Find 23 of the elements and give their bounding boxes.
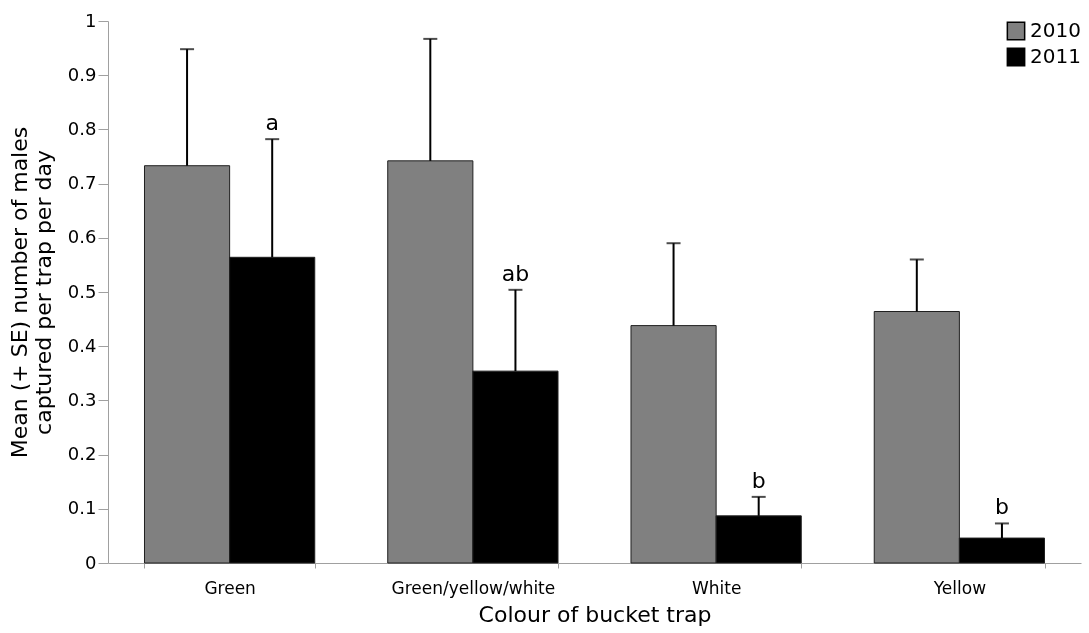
annotation: b bbox=[751, 467, 766, 493]
x-tick-label: Green/yellow/white bbox=[391, 577, 556, 598]
y-tick-label: 0.2 bbox=[67, 443, 97, 465]
y-tick-label: 0.8 bbox=[67, 117, 97, 139]
annotation: a bbox=[265, 110, 279, 136]
y-tick-label: 0.3 bbox=[67, 388, 97, 410]
legend-label: 2010 bbox=[1030, 18, 1081, 42]
y-tick-label: 0.9 bbox=[67, 63, 97, 85]
y-tick-label: 0.6 bbox=[67, 226, 97, 248]
x-tick-label: White bbox=[691, 577, 742, 598]
x-tick-label: Yellow bbox=[932, 577, 987, 598]
y-tick-label: 0.5 bbox=[67, 280, 97, 302]
y-tick-label: 0.4 bbox=[67, 334, 97, 356]
y-tick-label: 0 bbox=[85, 551, 97, 573]
x-tick-label: Green bbox=[204, 577, 256, 598]
legend-label: 2011 bbox=[1030, 44, 1081, 68]
y-tick-label: 1 bbox=[85, 9, 97, 31]
x-axis-title: Colour of bucket trap bbox=[478, 601, 712, 627]
y-axis-title: Mean (+ SE) number of males captured per trap per day bbox=[6, 126, 56, 459]
y-tick-label: 0.1 bbox=[67, 497, 97, 519]
annotation: b bbox=[994, 494, 1009, 520]
annotation: ab bbox=[501, 260, 530, 286]
y-tick-label: 0.7 bbox=[67, 172, 97, 194]
